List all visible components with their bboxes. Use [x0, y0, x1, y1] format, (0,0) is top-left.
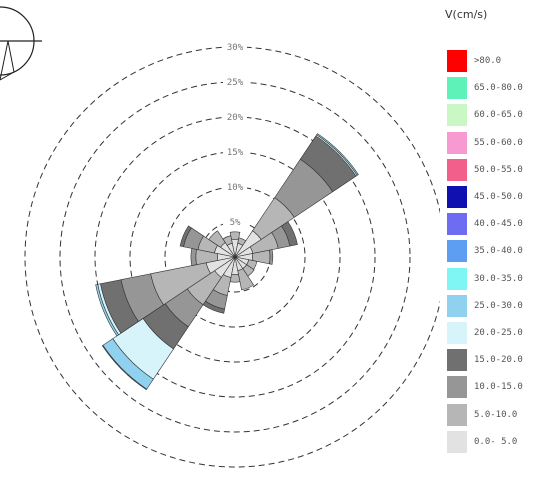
- legend-item: 50.0-55.0: [447, 158, 541, 181]
- sector-45-bin-5: [316, 133, 359, 176]
- legend-swatch: [447, 376, 467, 399]
- ring-label: 10%: [227, 183, 244, 193]
- direction-sectors: [95, 133, 359, 391]
- ring-label-bg: [223, 181, 247, 192]
- legend-swatch: [447, 77, 467, 100]
- ring-2: [164, 186, 306, 328]
- ring-4: [94, 116, 376, 398]
- legend-label: 5.0-10.0: [474, 409, 518, 420]
- legend-swatch: [447, 430, 467, 453]
- legend-label: 20.0-25.0: [474, 328, 523, 338]
- wind-rose-chart: 5% 10% 15% 20% 25% 30%: [0, 6, 440, 468]
- sector-270-bin-2: [190, 248, 197, 266]
- ring-label: 15%: [227, 148, 244, 158]
- sector-225-bin-6: [101, 344, 148, 391]
- legend-swatch: [447, 131, 467, 154]
- legend-item: 5.0-10.0: [447, 403, 541, 426]
- legend: V(cm/s) >80.0 65.0-80.0 60.0-65.0 55.0-60.0…: [440, 0, 541, 483]
- legend-swatch: [447, 349, 467, 372]
- legend-label: 15.0-20.0: [474, 355, 523, 366]
- legend-swatch: [447, 50, 467, 72]
- legend-swatch: [447, 240, 467, 263]
- legend-label: 60.0-65.0: [474, 110, 523, 121]
- legend-swatch: [447, 403, 467, 426]
- legend-item: 20.0-25.0: [447, 322, 541, 344]
- legend-swatch: [447, 322, 467, 344]
- legend-label: 0.0- 5.0: [474, 436, 518, 447]
- ring-label-bg: [223, 146, 247, 157]
- legend-item: 25.0-30.0: [447, 294, 541, 317]
- sector-337.5-bin-1: [222, 235, 233, 246]
- legend-label: 35.0-40.0: [474, 246, 523, 257]
- sector-90-bin-2: [268, 249, 274, 265]
- legend-item: >80.0: [447, 50, 541, 72]
- ring-label: 30%: [227, 43, 244, 53]
- sector-292.5-bin-3: [179, 225, 192, 248]
- legend-swatch: [447, 104, 467, 127]
- legend-label: 65.0-80.0: [474, 83, 523, 94]
- ring-label: 5%: [230, 218, 241, 228]
- legend-swatch: [447, 294, 467, 317]
- legend-item: 60.0-65.0: [447, 104, 541, 127]
- legend-label: 30.0-35.0: [474, 273, 523, 284]
- ring-label-bg: [223, 216, 247, 227]
- ring-labels: 5% 10% 15% 20% 25% 30%: [223, 41, 247, 228]
- legend-label: >80.0: [474, 56, 502, 66]
- legend-item: 35.0-40.0: [447, 240, 541, 263]
- legend-label: 45.0-50.0: [474, 192, 523, 202]
- legend-swatch: [447, 267, 467, 290]
- legend-label: 25.0-30.0: [474, 300, 523, 311]
- legend-item: 10.0-15.0: [447, 376, 541, 399]
- ring-label-bg: [223, 41, 247, 52]
- compass-icon: [0, 6, 42, 81]
- legend-label: 55.0-60.0: [474, 137, 523, 148]
- sector-67.5-bin-3: [281, 221, 298, 247]
- sector-315-bin-1: [208, 230, 226, 248]
- legend-label: 40.0-45.0: [474, 219, 523, 230]
- legend-item: 65.0-80.0: [447, 77, 541, 100]
- ring-label: 20%: [227, 113, 244, 123]
- legend-item: 45.0-50.0: [447, 186, 541, 208]
- legend-label: 10.0-15.0: [474, 382, 523, 393]
- sector-157.5-bin-1: [237, 268, 255, 291]
- legend-item: 0.0- 5.0: [447, 430, 541, 453]
- legend-swatch: [447, 158, 467, 181]
- legend-item: 40.0-45.0: [447, 213, 541, 236]
- legend-item: 15.0-20.0: [447, 349, 541, 372]
- legend-item: 55.0-60.0: [447, 131, 541, 154]
- sector-0-bin-1: [229, 231, 241, 241]
- legend-swatch: [447, 213, 467, 236]
- legend-swatch: [447, 186, 467, 208]
- legend-item: 30.0-35.0: [447, 267, 541, 290]
- sector-247.5-bin-5: [95, 283, 120, 337]
- ring-label: 25%: [227, 78, 244, 88]
- legend-title: V(cm/s): [445, 8, 488, 21]
- ring-label-bg: [223, 76, 247, 87]
- legend-label: 50.0-55.0: [474, 164, 523, 175]
- ring-label-bg: [223, 111, 247, 122]
